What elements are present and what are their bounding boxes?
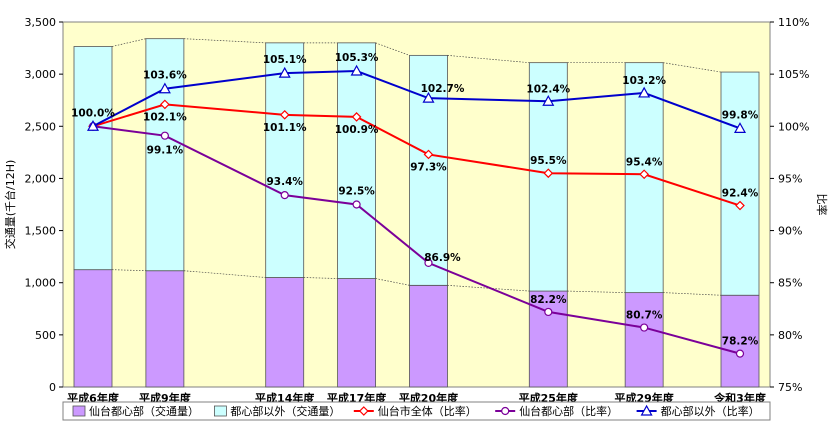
series-line bbox=[92, 70, 741, 130]
series-marker bbox=[735, 200, 745, 211]
bar-segment-central bbox=[145, 270, 185, 388]
data-label: 105.1% bbox=[263, 54, 307, 66]
y-left-tick-label: 1,000 bbox=[25, 277, 57, 290]
y-left-tick-label: 0 bbox=[49, 381, 56, 394]
data-label: 82.2% bbox=[530, 294, 567, 306]
bar-connector-line bbox=[303, 277, 338, 279]
legend-label: 仙台都心部（交通量） bbox=[89, 404, 199, 418]
data-label: 95.4% bbox=[626, 156, 663, 168]
series-marker bbox=[542, 95, 555, 106]
series-marker bbox=[86, 120, 100, 131]
data-label: 102.7% bbox=[421, 83, 465, 95]
legend-marker bbox=[501, 406, 510, 416]
data-label: 105.3% bbox=[335, 52, 379, 64]
series-marker bbox=[352, 200, 361, 209]
bar-segment-central bbox=[409, 284, 448, 388]
bar-connector-line bbox=[111, 269, 146, 272]
data-label: 78.2% bbox=[722, 336, 759, 348]
data-label: 100.9% bbox=[335, 124, 379, 136]
series-marker bbox=[543, 168, 554, 179]
series-marker bbox=[160, 99, 170, 110]
bar-segment-central bbox=[265, 277, 305, 388]
legend-swatch bbox=[72, 405, 86, 417]
data-label: 86.9% bbox=[424, 252, 461, 264]
series-line bbox=[92, 125, 741, 355]
legend-box bbox=[62, 401, 771, 421]
data-label: 92.5% bbox=[338, 186, 375, 198]
series-marker bbox=[160, 131, 169, 140]
data-label: 102.4% bbox=[526, 83, 570, 95]
bar-segment-central bbox=[337, 278, 376, 388]
series-marker bbox=[351, 112, 362, 122]
y-left-axis-title: 交通量(千台/12H) bbox=[3, 160, 17, 250]
legend-marker bbox=[640, 404, 653, 416]
series-marker bbox=[279, 109, 290, 120]
data-label: 102.1% bbox=[143, 111, 187, 123]
y-right-tick-label: 95% bbox=[778, 172, 802, 185]
bar-connector-line bbox=[663, 62, 722, 73]
series-marker bbox=[422, 91, 435, 103]
series-marker bbox=[638, 86, 651, 98]
series-marker bbox=[280, 191, 289, 200]
y-left-tick-label: 500 bbox=[35, 329, 56, 342]
bar-segment-central bbox=[73, 269, 113, 388]
series-marker bbox=[158, 82, 171, 94]
y-right-tick-label: 110% bbox=[778, 16, 809, 29]
legend-label: 都心部以外（交通量） bbox=[230, 404, 340, 418]
y-right-tick-label: 75% bbox=[778, 381, 802, 394]
bar-connector-line bbox=[567, 290, 626, 293]
y-left-tick-label: 3,000 bbox=[25, 68, 57, 81]
series-marker bbox=[424, 258, 433, 267]
y-left-tick-label: 2,000 bbox=[25, 172, 57, 185]
data-label: 100.0% bbox=[71, 107, 115, 119]
y-right-axis-title: 比率 bbox=[815, 194, 829, 216]
series-line bbox=[92, 103, 741, 207]
data-label: 95.5% bbox=[530, 155, 567, 167]
bar-segment-central bbox=[624, 292, 664, 388]
data-label: 99.8% bbox=[722, 109, 759, 121]
y-right-tick-label: 100% bbox=[778, 120, 809, 133]
series-marker bbox=[423, 149, 434, 160]
series-marker bbox=[735, 349, 745, 358]
data-label: 92.4% bbox=[722, 188, 759, 200]
legend-marker bbox=[358, 406, 369, 416]
bar-connector-line bbox=[663, 292, 722, 296]
bar-segment-outside bbox=[265, 42, 305, 278]
bar-connector-line bbox=[375, 42, 410, 56]
bar-segment-outside bbox=[720, 71, 760, 296]
series-marker bbox=[639, 169, 649, 180]
y-right-tick-label: 85% bbox=[778, 277, 802, 290]
series-marker bbox=[640, 323, 649, 332]
series-marker bbox=[350, 64, 363, 76]
series-marker bbox=[733, 122, 747, 133]
series-marker bbox=[278, 66, 291, 78]
y-right-tick-label: 105% bbox=[778, 68, 809, 81]
y-right-tick-label: 80% bbox=[778, 329, 802, 342]
series-marker bbox=[544, 307, 553, 317]
data-label: 80.7% bbox=[626, 310, 663, 322]
y-right-tick-label: 90% bbox=[778, 225, 802, 238]
data-label: 103.6% bbox=[143, 70, 187, 82]
y-left-tick-label: 1,500 bbox=[25, 225, 57, 238]
legend-label: 仙台市全体（比率） bbox=[378, 404, 477, 418]
legend-swatch bbox=[213, 405, 227, 417]
data-label: 99.1% bbox=[147, 145, 184, 157]
legend-label: 仙台都心部（比率） bbox=[519, 404, 618, 418]
data-label: 97.3% bbox=[410, 161, 447, 173]
y-left-tick-label: 3,500 bbox=[25, 16, 57, 29]
bar-segment-outside bbox=[145, 38, 185, 272]
bar-segment-outside bbox=[337, 42, 376, 279]
data-label: 103.2% bbox=[622, 75, 666, 87]
bar-segment-outside bbox=[73, 46, 113, 271]
data-label: 101.1% bbox=[263, 122, 307, 134]
data-label: 93.4% bbox=[266, 176, 303, 188]
y-left-tick-label: 2,500 bbox=[25, 120, 57, 133]
legend-label: 都心部以外（比率） bbox=[661, 404, 760, 418]
